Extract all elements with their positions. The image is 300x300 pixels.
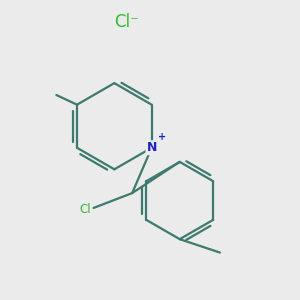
Text: N: N	[146, 141, 157, 154]
Text: Cl⁻: Cl⁻	[114, 13, 139, 31]
Text: Cl: Cl	[79, 203, 91, 216]
Text: +: +	[158, 132, 166, 142]
